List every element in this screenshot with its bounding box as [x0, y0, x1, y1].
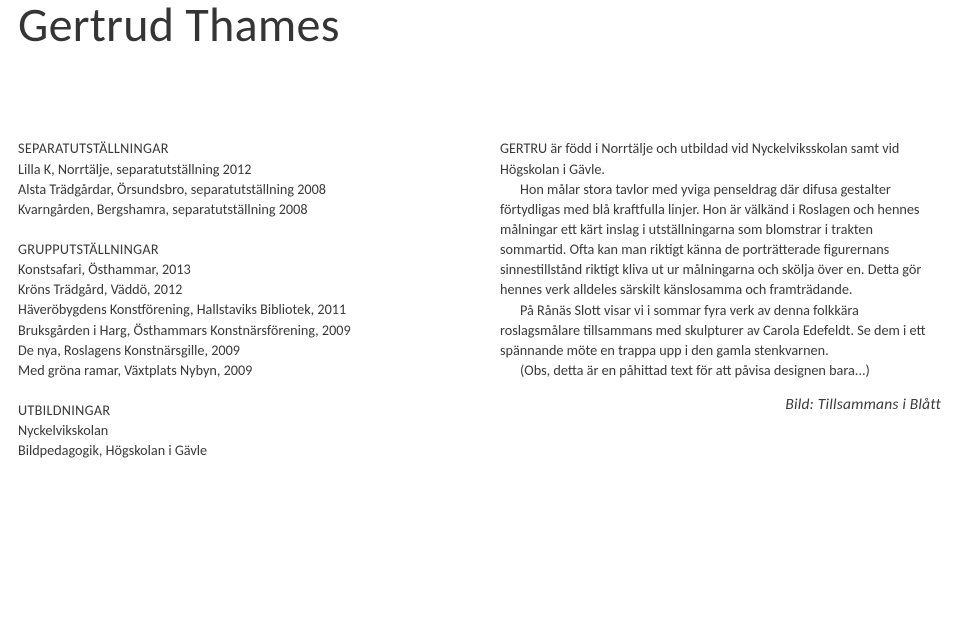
bio-paragraph: Hon målar stora tavlor med yviga penseld… — [500, 179, 941, 300]
list-item: Bruksgården i Harg, Östhammars Konstnärs… — [18, 320, 466, 340]
bio-paragraph: På Rånäs Slott visar vi i sommar fyra ve… — [500, 300, 941, 360]
section-grupp: GRUPPUTSTÄLLNINGAR Konstsafari, Östhamma… — [18, 239, 466, 380]
list-item: Kröns Trädgård, Väddö, 2012 — [18, 279, 466, 299]
bio-paragraph: (Obs, detta är en påhittad text för att … — [500, 360, 941, 380]
image-caption: Bild: Tillsammans i Blått — [500, 394, 941, 416]
left-column: SEPARATUTSTÄLLNINGAR Lilla K, Norrtälje,… — [18, 138, 466, 460]
columns-wrapper: SEPARATUTSTÄLLNINGAR Lilla K, Norrtälje,… — [18, 138, 941, 460]
list-item: Nyckelvikskolan — [18, 420, 466, 440]
page-title: Gertrud Thames — [18, 0, 941, 50]
list-item: Med gröna ramar, Växtplats Nybyn, 2009 — [18, 360, 466, 380]
section-heading: UTBILDNINGAR — [18, 401, 110, 419]
list-item: Häveröbygdens Konstförening, Hallstaviks… — [18, 299, 466, 319]
list-item: Konstsafari, Östhammar, 2013 — [18, 259, 466, 279]
list-item: Kvarngården, Bergshamra, separatutställn… — [18, 199, 466, 219]
section-separat: SEPARATUTSTÄLLNINGAR Lilla K, Norrtälje,… — [18, 138, 466, 219]
bio-paragraph: GERTRU är född i Norrtälje och utbildad … — [500, 138, 941, 178]
section-heading: GRUPPUTSTÄLLNINGAR — [18, 240, 159, 258]
list-item: Lilla K, Norrtälje, separatutställning 2… — [18, 159, 466, 179]
list-item: Bildpedagogik, Högskolan i Gävle — [18, 440, 466, 460]
section-utbildningar: UTBILDNINGAR Nyckelvikskolan Bildpedagog… — [18, 400, 466, 460]
section-heading: SEPARATUTSTÄLLNINGAR — [18, 139, 169, 157]
list-item: Alsta Trädgårdar, Örsundsbro, separatuts… — [18, 179, 466, 199]
right-column: GERTRU är född i Norrtälje och utbildad … — [500, 138, 941, 460]
list-item: De nya, Roslagens Konstnärsgille, 2009 — [18, 340, 466, 360]
